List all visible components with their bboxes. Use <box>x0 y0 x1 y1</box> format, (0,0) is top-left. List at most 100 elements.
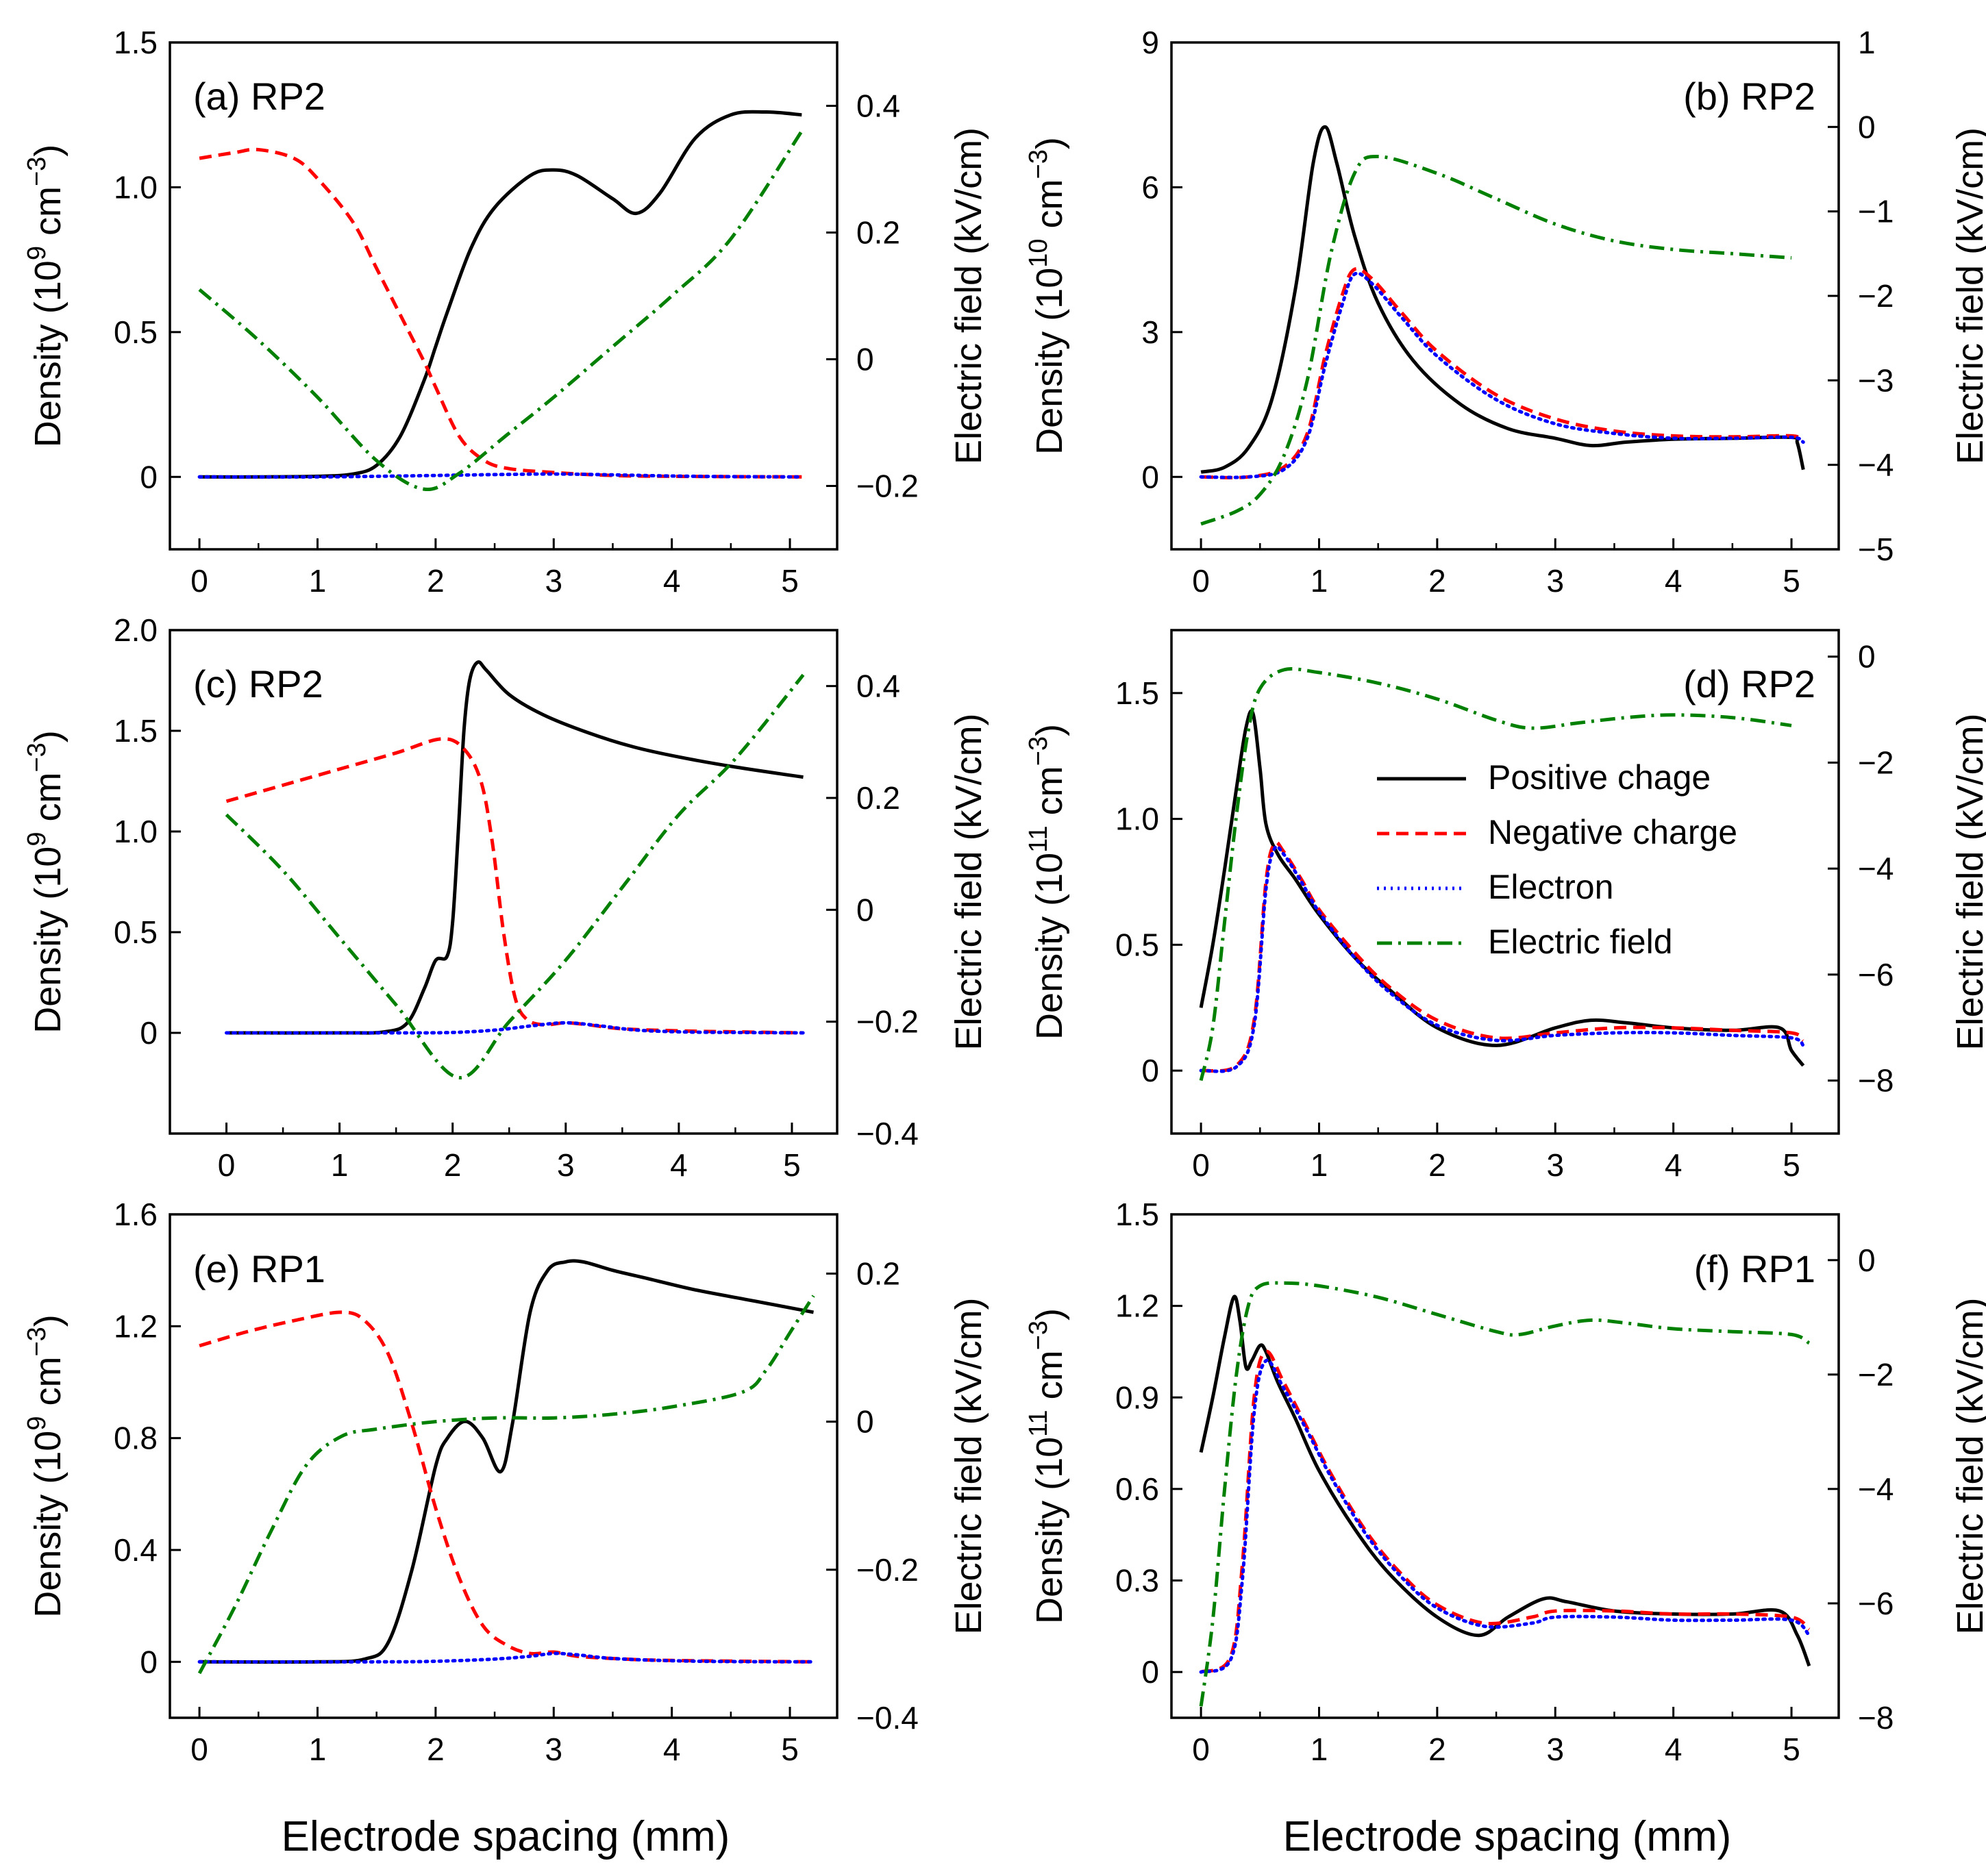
y-left-tick-label-f: 1.5 <box>1115 1197 1159 1232</box>
y-left-tick-label-f: 0.3 <box>1115 1563 1159 1599</box>
series-efield-a <box>198 130 804 492</box>
y-left-tick-label-c: 1.5 <box>114 713 158 749</box>
y-left-axis-title-f: Density (1011 cm−3) <box>1024 1308 1070 1624</box>
plot-frame-a <box>169 41 839 551</box>
y-right-tick-label-d: 0 <box>1858 639 1876 675</box>
x-tick-label-f: 0 <box>1192 1731 1210 1767</box>
y-right-tick-label-b: −1 <box>1858 194 1894 229</box>
series-group-f <box>1199 1281 1811 1707</box>
series-efield-e <box>197 1295 815 1675</box>
y-right-tick-label-d: −4 <box>1858 851 1894 886</box>
x-tick-label-e: 4 <box>663 1731 681 1767</box>
y-right-tick-label-b: 1 <box>1858 25 1876 60</box>
y-left-tick-label-b: 3 <box>1141 314 1159 350</box>
y-left-tick-label-f: 0.9 <box>1115 1379 1159 1415</box>
plot-frame-c <box>169 629 839 1135</box>
y-left-tick-label-d: 1.5 <box>1115 675 1159 711</box>
y-right-tick-label-e: −0.2 <box>856 1552 919 1588</box>
x-tick-label-c: 2 <box>444 1147 462 1183</box>
panel-a: 0 1 2 3 4 5 0 0.5 1.0 1.5 −0.2 0 0.2 0.4 (a) RP2 Densit… <box>23 25 989 599</box>
x-tick-label-f: 4 <box>1665 1731 1683 1767</box>
y-right-tick-label-b: 0 <box>1858 109 1876 145</box>
y-left-tick-label-c: 0.5 <box>114 914 158 950</box>
x-tick-label-b: 0 <box>1192 563 1210 599</box>
series-electron-e <box>197 1651 815 1664</box>
y-right-tick-label-e: −0.4 <box>856 1700 919 1736</box>
y-left-tick-label-d: 0.5 <box>1115 927 1159 962</box>
series-group-a <box>197 110 804 492</box>
series-group-e <box>197 1259 815 1675</box>
series-positive-f <box>1199 1295 1811 1667</box>
y-left-tick-label-c: 2.0 <box>114 612 158 648</box>
y-left-tick-label-a: 1.5 <box>114 25 158 60</box>
y-right-tick-label-d: −6 <box>1858 957 1894 992</box>
series-negative-c <box>225 737 804 1035</box>
y-right-tick-label-e: 0.2 <box>856 1255 900 1291</box>
y-left-axis-title-d: Density (1011 cm−3) <box>1024 724 1070 1040</box>
y-right-tick-label-f: 0 <box>1858 1242 1876 1278</box>
series-electron-b <box>1199 271 1805 479</box>
panel-b: 0 1 2 3 4 5 0 3 6 9 −5 −4 −3 −2 −1 0 1 (b) RP2 Density (10… <box>1024 25 1986 599</box>
x-tick-label-f: 3 <box>1546 1731 1564 1767</box>
y-right-tick-label-d: −8 <box>1858 1063 1894 1099</box>
y-right-axis-title-d: Electric field (kV/cm) <box>1950 713 1986 1050</box>
y-right-tick-label-f: −2 <box>1858 1357 1894 1392</box>
y-right-tick-label-a: −0.2 <box>856 468 919 504</box>
x-tick-label-b: 4 <box>1665 563 1683 599</box>
y-left-tick-label-b: 6 <box>1141 169 1159 205</box>
y-left-tick-label-e: 0.8 <box>114 1421 158 1456</box>
plot-frame-e <box>169 1213 839 1719</box>
series-positive-b <box>1200 125 1805 474</box>
x-axis-title-left: Electrode spacing (mm) <box>282 1813 730 1860</box>
plot-frame-d <box>1170 629 1840 1135</box>
x-tick-label-c: 4 <box>670 1147 688 1183</box>
y-right-axis-title-f: Electric field (kV/cm) <box>1950 1297 1986 1634</box>
x-tick-label-a: 3 <box>545 563 562 599</box>
x-tick-label-c: 0 <box>218 1147 236 1183</box>
y-left-tick-label-d: 1.0 <box>1115 801 1159 837</box>
y-left-tick-label-f: 0.6 <box>1115 1471 1159 1507</box>
plot-frame-f <box>1170 1213 1840 1719</box>
series-efield-f <box>1199 1281 1811 1707</box>
series-efield-c <box>225 673 805 1079</box>
x-tick-label-f: 2 <box>1428 1731 1446 1767</box>
series-group-c <box>225 660 805 1079</box>
series-efield-b <box>1200 155 1792 526</box>
x-tick-label-b: 5 <box>1783 563 1800 599</box>
x-tick-label-c: 3 <box>557 1147 575 1183</box>
series-negative-b <box>1201 266 1804 479</box>
legend-label-negative: Negative charge <box>1488 813 1737 851</box>
legend-label-electron: Electron <box>1488 868 1613 906</box>
y-right-tick-label-b: −4 <box>1858 447 1894 483</box>
y-right-tick-label-c: −0.4 <box>856 1116 919 1151</box>
x-tick-label-e: 5 <box>781 1731 799 1767</box>
y-right-tick-label-a: 0 <box>856 342 874 377</box>
y-left-axis-title-a: Density (109 cm−3) <box>23 145 69 448</box>
y-right-tick-label-f: −6 <box>1858 1586 1894 1621</box>
y-right-tick-label-c: 0.2 <box>856 780 900 816</box>
panel-e: 0 1 2 3 4 5 0 0.4 0.8 1.2 1.6 −0.4 −0.2 0 0.2 (e) RP1 De… <box>23 1197 989 1767</box>
series-group-b <box>1199 125 1805 526</box>
y-right-tick-label-c: 0.4 <box>856 668 900 704</box>
series-electron-a <box>197 472 804 479</box>
y-left-tick-label-f: 1.2 <box>1115 1288 1159 1324</box>
x-tick-label-c: 5 <box>783 1147 801 1183</box>
series-negative-f <box>1200 1349 1811 1674</box>
y-right-axis-title-c: Electric field (kV/cm) <box>948 713 989 1050</box>
x-tick-label-e: 2 <box>427 1731 445 1767</box>
y-right-tick-label-a: 0.2 <box>856 215 900 251</box>
y-right-axis-title-b: Electric field (kV/cm) <box>1950 127 1986 464</box>
y-right-tick-label-e: 0 <box>856 1404 874 1440</box>
x-tick-label-a: 1 <box>309 563 327 599</box>
series-positive-c <box>226 660 804 1035</box>
y-right-tick-label-f: −4 <box>1858 1471 1894 1507</box>
x-tick-label-b: 2 <box>1428 563 1446 599</box>
y-left-tick-label-b: 0 <box>1141 459 1159 495</box>
series-group-d <box>1199 667 1805 1081</box>
y-right-tick-label-f: −8 <box>1858 1700 1894 1736</box>
x-tick-label-d: 2 <box>1428 1147 1446 1183</box>
y-left-tick-label-b: 9 <box>1141 25 1159 60</box>
panel-title-a: (a) RP2 <box>193 75 325 118</box>
x-tick-label-e: 0 <box>190 1731 208 1767</box>
y-left-tick-label-d: 0 <box>1141 1053 1159 1088</box>
